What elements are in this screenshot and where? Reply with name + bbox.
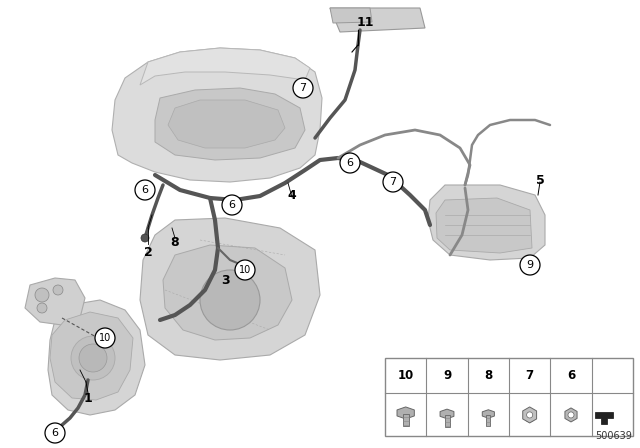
Text: 6: 6 — [228, 200, 236, 210]
Text: 10: 10 — [239, 265, 251, 275]
Polygon shape — [330, 8, 425, 32]
Bar — [486, 415, 490, 426]
Polygon shape — [440, 409, 454, 419]
Circle shape — [135, 180, 155, 200]
Polygon shape — [140, 48, 310, 85]
Polygon shape — [140, 218, 320, 360]
Polygon shape — [25, 278, 85, 325]
Polygon shape — [163, 245, 292, 340]
Text: 10: 10 — [99, 333, 111, 343]
Bar — [385, 358, 633, 436]
Polygon shape — [523, 407, 536, 423]
Polygon shape — [397, 407, 414, 419]
Polygon shape — [48, 300, 145, 415]
Circle shape — [568, 412, 574, 418]
Text: 3: 3 — [221, 273, 229, 287]
Circle shape — [525, 412, 534, 422]
Circle shape — [51, 426, 59, 434]
Circle shape — [340, 153, 360, 173]
Bar — [445, 415, 449, 427]
Text: 4: 4 — [287, 189, 296, 202]
Text: 7: 7 — [300, 83, 307, 93]
Text: 8: 8 — [171, 236, 179, 249]
Circle shape — [53, 285, 63, 295]
Text: 8: 8 — [484, 369, 492, 382]
Text: 500639: 500639 — [595, 431, 632, 441]
Polygon shape — [565, 408, 577, 422]
Text: 6: 6 — [567, 369, 575, 382]
Circle shape — [35, 288, 49, 302]
Text: 10: 10 — [397, 369, 414, 382]
Circle shape — [37, 303, 47, 313]
Circle shape — [141, 234, 149, 242]
Text: 5: 5 — [536, 173, 545, 186]
Text: 6: 6 — [51, 428, 58, 438]
Polygon shape — [330, 8, 372, 23]
Text: 7: 7 — [389, 177, 397, 187]
Polygon shape — [155, 88, 305, 160]
Circle shape — [95, 328, 115, 348]
Text: 11: 11 — [356, 16, 374, 29]
Polygon shape — [50, 312, 133, 400]
Bar — [403, 414, 409, 426]
Circle shape — [520, 255, 540, 275]
Circle shape — [222, 195, 242, 215]
Text: 9: 9 — [443, 369, 451, 382]
Circle shape — [293, 78, 313, 98]
Circle shape — [527, 412, 532, 418]
Text: 6: 6 — [141, 185, 148, 195]
Text: 2: 2 — [143, 246, 152, 258]
Polygon shape — [168, 100, 285, 148]
Polygon shape — [112, 48, 322, 182]
Text: 6: 6 — [346, 158, 353, 168]
Circle shape — [383, 172, 403, 192]
Circle shape — [79, 344, 107, 372]
Text: 1: 1 — [84, 392, 92, 405]
Text: 9: 9 — [527, 260, 534, 270]
Polygon shape — [436, 198, 532, 253]
Text: 7: 7 — [525, 369, 534, 382]
Circle shape — [45, 423, 65, 443]
Circle shape — [235, 260, 255, 280]
Circle shape — [200, 270, 260, 330]
Polygon shape — [428, 185, 545, 260]
Polygon shape — [483, 410, 494, 418]
Circle shape — [71, 336, 115, 380]
Polygon shape — [595, 412, 612, 424]
